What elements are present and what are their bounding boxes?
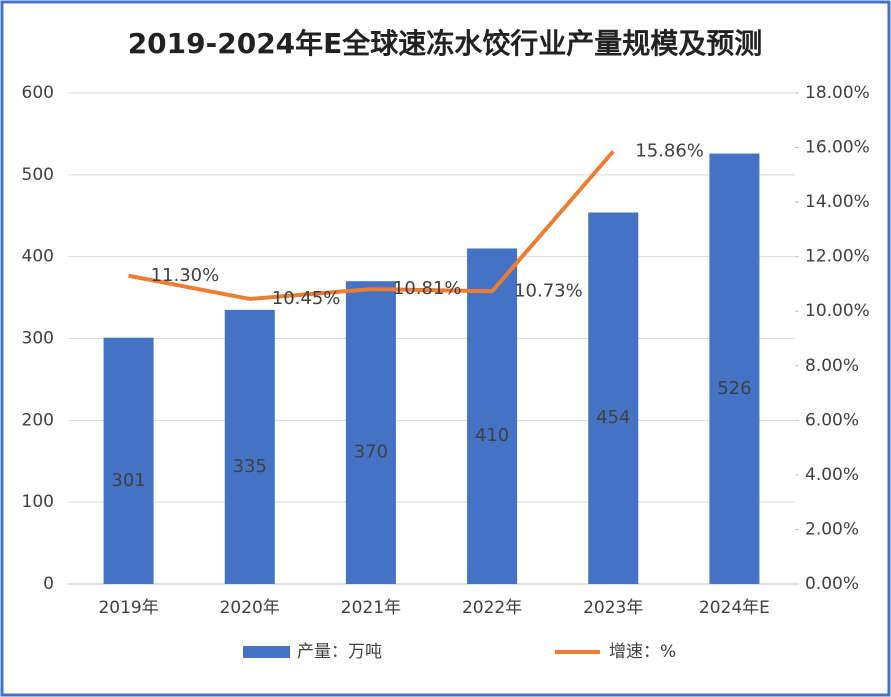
x-tick-label: 2020年 [220,598,280,618]
legend-label: 产量：万吨 [297,642,382,662]
bar-label: 335 [233,456,267,477]
y2-tick-label: 18.00% [805,83,870,103]
line-label: 10.81% [393,278,462,299]
bar [345,281,396,584]
bar [467,248,518,584]
y2-tick-label: 10.00% [805,301,870,321]
bar [588,212,639,584]
legend-swatch [243,646,290,658]
y-tick-label: 200 [22,410,54,430]
line-label: 11.30% [151,265,220,286]
line-label: 10.73% [514,280,583,301]
legend-label: 增速：% [609,642,676,662]
y-tick-label: 100 [22,492,54,512]
line-label: 10.45% [272,288,341,309]
x-tick-label: 2024年E [699,598,770,618]
x-tick-label: 2023年 [583,598,643,618]
bar [103,337,154,584]
bar [709,153,760,584]
y2-tick-label: 14.00% [805,192,870,212]
line [128,150,615,301]
bar-label: 370 [354,442,388,463]
bar-label: 526 [717,378,751,399]
y2-tick-label: 4.00% [805,465,859,485]
line-label: 15.86% [635,140,704,161]
y-tick-label: 0 [43,574,54,594]
x-tick-label: 2022年 [462,598,522,618]
y2-tick-label: 6.00% [805,410,859,430]
x-tick-label: 2021年 [341,598,401,618]
y2-tick-label: 12.00% [805,247,870,267]
bar-label: 301 [111,470,145,491]
y-tick-label: 300 [22,329,54,349]
y2-tick-label: 8.00% [805,356,859,376]
y2-tick-label: 0.00% [805,574,859,594]
chart-title: 2019-2024年E全球速冻水饺行业产量规模及预测 [128,27,763,60]
y-tick-label: 600 [22,83,54,103]
y2-tick-label: 2.00% [805,519,859,539]
bar-label: 454 [596,407,630,428]
y-tick-label: 500 [22,165,54,185]
y-tick-label: 400 [22,247,54,267]
bar-label: 410 [475,425,509,446]
x-tick-label: 2019年 [98,598,158,618]
y2-tick-label: 16.00% [805,138,870,158]
bar [224,309,275,584]
